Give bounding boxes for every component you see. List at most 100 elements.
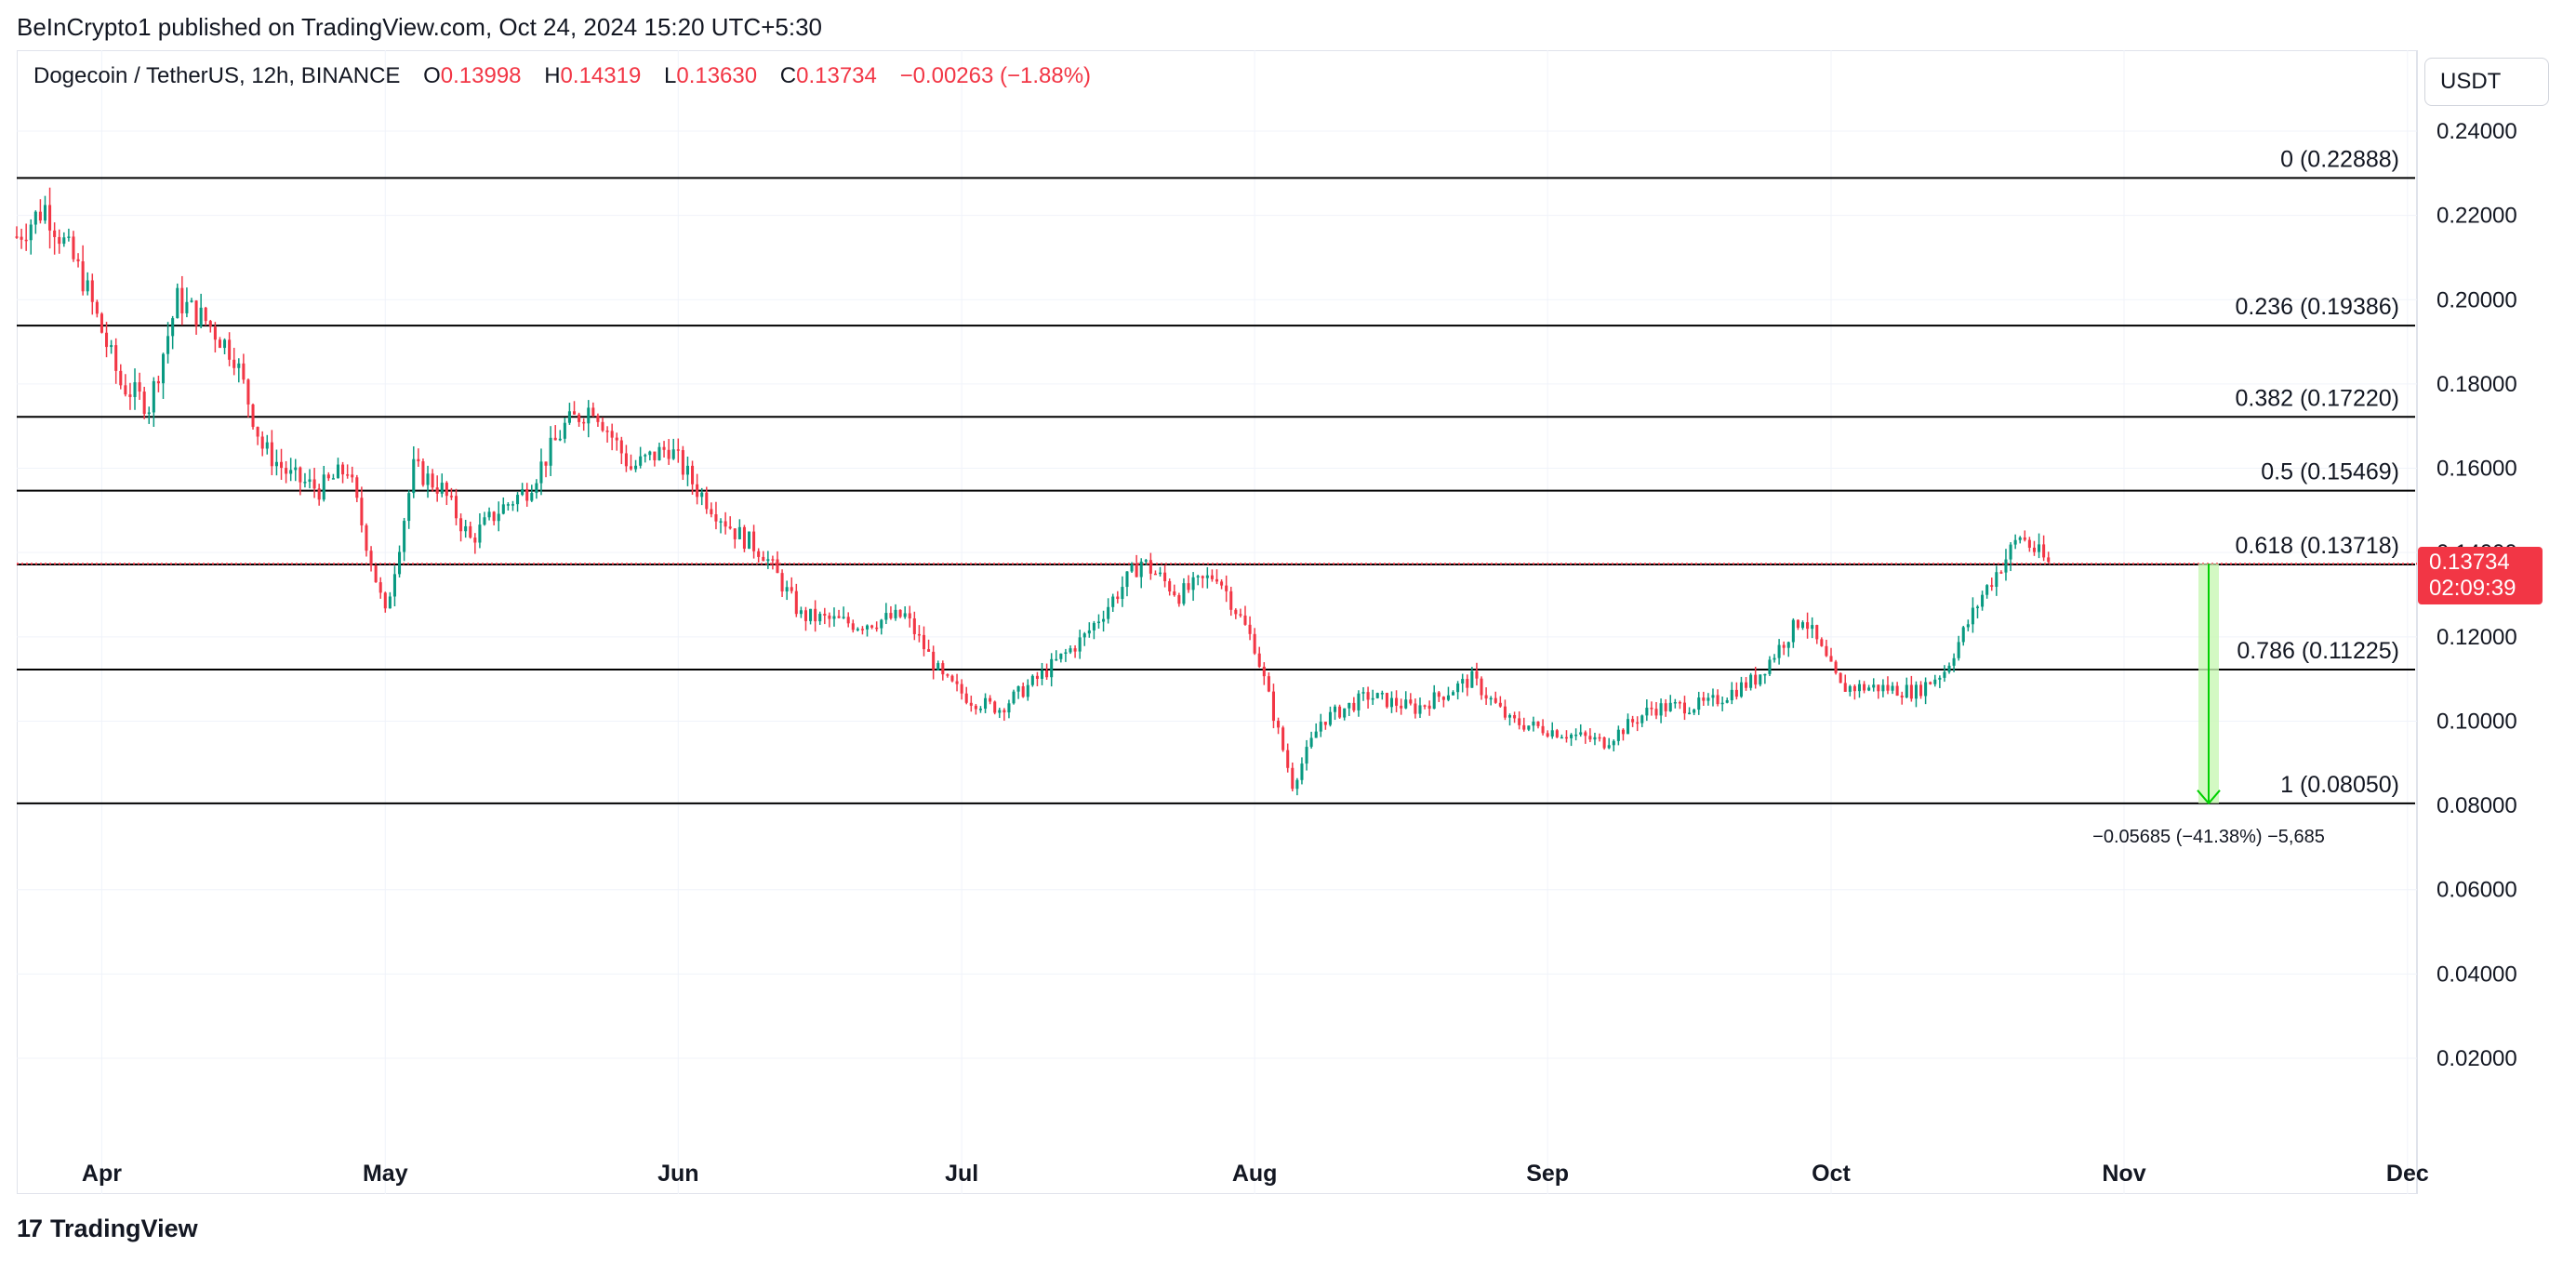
candle-body (790, 587, 793, 591)
candle-body (657, 446, 661, 460)
candle-body (1966, 624, 1970, 628)
candle-body (260, 436, 264, 449)
candle-body (208, 321, 212, 327)
candle-body (696, 484, 699, 498)
candle-body (1839, 672, 1842, 684)
candle-body (624, 453, 628, 467)
price-tick-label: 0.02000 (2437, 1046, 2517, 1071)
candle-body (1673, 701, 1677, 704)
candle-body (1555, 730, 1559, 737)
candle-body (719, 521, 723, 523)
candle-body (185, 301, 189, 313)
low-value: 0.13630 (676, 63, 758, 88)
candle-body (1716, 695, 1720, 705)
candle-body (1470, 670, 1474, 688)
measure-arrow-head (2197, 790, 2221, 805)
candle-body (1427, 705, 1431, 710)
candle-body (932, 651, 936, 670)
tradingview-logo[interactable]: 17 TradingView (17, 1215, 198, 1243)
candle-body (1503, 706, 1507, 718)
candle-body (1796, 619, 1799, 629)
candle-body (1073, 648, 1077, 652)
candle-body (1418, 705, 1422, 714)
candle-body (691, 465, 695, 484)
candle-body (1730, 689, 1733, 701)
candle-body (1257, 653, 1261, 667)
open-value: 0.13998 (440, 63, 522, 88)
candle-body (1087, 630, 1091, 634)
candle-body (2023, 537, 2026, 540)
candle-body (1182, 583, 1186, 604)
candle-body (1857, 684, 1862, 692)
candle-body (1749, 674, 1753, 688)
currency-button[interactable]: USDT (2424, 58, 2549, 106)
candle-body (1602, 737, 1606, 749)
candle-body (1248, 624, 1252, 634)
candle-body (1096, 621, 1101, 624)
candle-body (152, 380, 155, 413)
candle-body (1220, 581, 1224, 586)
candle-body (199, 307, 203, 326)
candle-body (1621, 729, 1625, 735)
candle-body (525, 489, 529, 501)
candle-body (1385, 693, 1388, 708)
candle-body (1055, 658, 1058, 661)
tradingview-logo-icon: 17 (17, 1215, 43, 1242)
candle-body (553, 437, 557, 441)
candle-body (587, 407, 591, 424)
candle-body (814, 608, 817, 622)
candle-body (303, 482, 307, 484)
candle-body (1196, 576, 1200, 577)
candle-body (733, 528, 737, 539)
candle-body (1375, 693, 1379, 698)
candle-body (1929, 682, 1932, 684)
candle-body (1107, 606, 1110, 619)
candle-body (1867, 687, 1871, 691)
candle-body (941, 663, 945, 675)
chart-frame[interactable] (17, 50, 2417, 1194)
candle-body (1725, 700, 1729, 703)
candle-body (1947, 665, 1951, 672)
candle-body (1773, 657, 1776, 660)
candle-body (762, 556, 765, 562)
candle-body (388, 596, 392, 609)
candle-body (1815, 625, 1819, 640)
candles (15, 187, 2051, 796)
candle-body (922, 634, 926, 650)
time-tick-label: May (363, 1161, 408, 1187)
candle-body (133, 382, 137, 397)
candle-body (1532, 721, 1535, 726)
price-tick-label: 0.06000 (2437, 878, 2517, 903)
candle-body (180, 287, 184, 313)
candle-body (407, 493, 411, 522)
candle-body (341, 464, 345, 475)
candle-body (270, 442, 273, 467)
candle-body (1564, 737, 1568, 739)
candle-body (1395, 697, 1399, 706)
candle-body (90, 280, 94, 302)
candle-body (110, 345, 113, 348)
symbol-name: Dogecoin / TetherUS, 12h, BINANCE (33, 63, 401, 88)
candle-body (521, 489, 524, 496)
candle-body (1909, 684, 1913, 699)
candle-body (204, 307, 207, 322)
candle-body (549, 437, 552, 466)
candle-body (1612, 740, 1615, 746)
candle-body (662, 446, 666, 450)
candle-body (572, 411, 577, 415)
candle-body (1872, 684, 1876, 688)
candle-body (1366, 692, 1370, 700)
candle-body (454, 496, 458, 519)
fib-level-label: 0.618 (0.13718) (2235, 533, 2399, 559)
candle-body (1518, 718, 1521, 725)
candle-body (1654, 709, 1658, 716)
candle-body (757, 551, 761, 557)
candle-body (279, 461, 284, 469)
candle-body (1734, 689, 1738, 697)
candle-body (1834, 661, 1838, 673)
candle-body (403, 521, 406, 552)
candle-body (62, 237, 66, 245)
candle-body (1588, 736, 1592, 740)
candle-body (1016, 686, 1020, 692)
